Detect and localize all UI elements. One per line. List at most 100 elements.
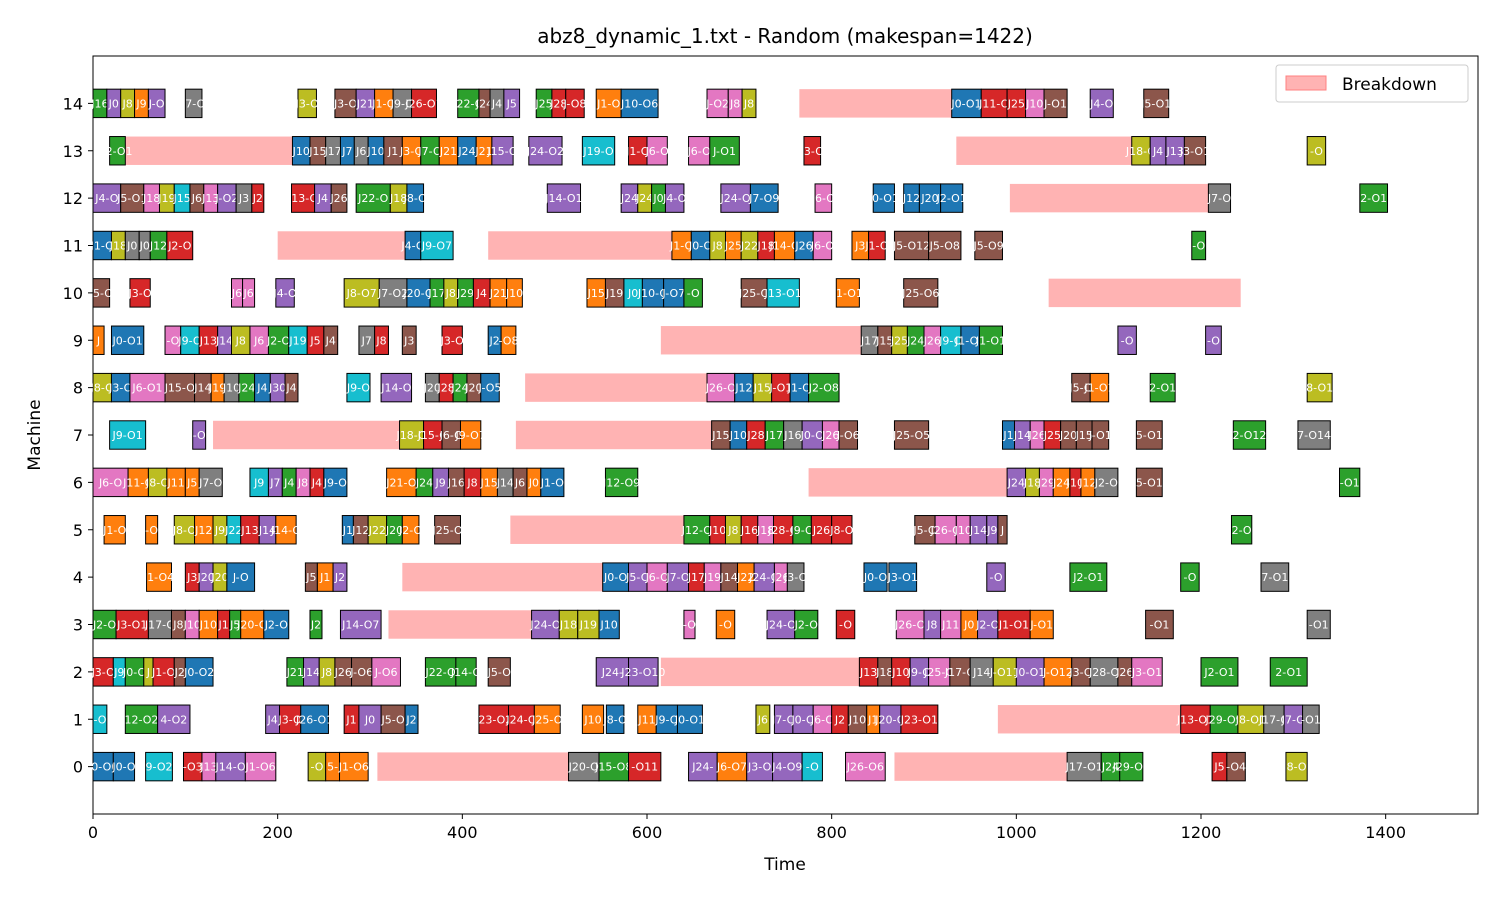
operation-bar	[1232, 420, 1267, 450]
operation-label: J5-O12	[892, 240, 930, 253]
operation-bar	[940, 183, 964, 213]
operation-label: J11	[637, 713, 655, 726]
operation-label: J4-O	[662, 192, 687, 205]
operation-label: J5-O	[487, 666, 512, 679]
operation-label: J9	[986, 524, 997, 537]
operation-label: J-O6	[349, 666, 373, 679]
operation-bar	[1091, 420, 1110, 450]
operation-label: J24-O	[505, 713, 537, 726]
operation-label: -O	[719, 619, 732, 632]
operation-label: 5-	[327, 761, 338, 774]
operation-bar	[406, 183, 425, 213]
operation-label: J0-O	[111, 761, 136, 774]
operation-label: J6	[253, 334, 264, 347]
y-tick-label: 0	[73, 758, 83, 777]
operation-label: J1-O	[102, 524, 127, 537]
operation-label: -O	[1121, 334, 1134, 347]
operation-label: J1	[387, 145, 398, 158]
operation-label: J9	[113, 666, 124, 679]
operation-bar	[664, 183, 685, 213]
operation-bar	[845, 751, 886, 782]
operation-bar	[478, 704, 510, 734]
operation-label: J6-O	[687, 145, 712, 158]
operation-bar	[715, 609, 736, 640]
operation-label: J13-O	[287, 192, 319, 205]
operation-label: -O	[990, 571, 1003, 584]
operation-bar	[1183, 136, 1207, 166]
operation-label: J28-O	[767, 524, 799, 537]
y-tick-label: 8	[73, 379, 83, 398]
operation-bar	[533, 704, 561, 734]
operation-label: J21	[356, 97, 374, 110]
operation-bar	[251, 183, 265, 213]
operation-label: J25	[724, 240, 742, 253]
operation-label: J7-O	[198, 476, 223, 489]
operation-label: J0-O	[800, 429, 825, 442]
operation-label: J17	[765, 429, 783, 442]
operation-bar	[978, 325, 1003, 355]
operation-label: J10	[1025, 97, 1043, 110]
operation-bar	[602, 562, 630, 592]
operation-bar	[595, 657, 630, 687]
operation-bar	[740, 278, 768, 308]
operation-bar	[868, 230, 886, 261]
operation-label: J25	[890, 334, 908, 347]
operation-label: J13	[1166, 145, 1184, 158]
operation-label: J4	[266, 713, 277, 726]
operation-label: J2-O	[167, 240, 192, 253]
operation-label: J0-O2	[183, 666, 214, 679]
operation-label: J14	[1013, 429, 1031, 442]
breakdown-bar	[1048, 278, 1241, 308]
operation-label: J0-O	[790, 713, 815, 726]
operation-label: J2	[489, 334, 500, 347]
operation-label: J24-O	[765, 619, 797, 632]
operation-label: J1-O	[90, 240, 115, 253]
operation-bar	[371, 657, 401, 687]
operation-label: J20	[196, 571, 214, 584]
breakdown-bar	[525, 373, 708, 402]
operation-label: -O	[1207, 334, 1220, 347]
operation-bar	[192, 420, 207, 450]
operation-label: -O	[687, 287, 700, 300]
operation-label: J1	[218, 619, 229, 632]
operation-bar	[1119, 751, 1144, 782]
operation-bar	[339, 609, 382, 640]
operation-label: J10	[222, 382, 240, 395]
x-tick-label: 200	[262, 823, 293, 842]
operation-label: J24	[635, 192, 653, 205]
operation-bar	[1143, 88, 1170, 119]
operation-bar	[323, 325, 339, 355]
breakdown-bar	[894, 752, 1068, 781]
operation-bar	[997, 515, 1008, 545]
operation-label: J1-O	[864, 240, 889, 253]
operation-label: J24-O	[720, 192, 752, 205]
operation-label: -O1	[1340, 476, 1360, 489]
operation-label: J0	[963, 619, 974, 632]
operation-label: J2-O1	[1072, 571, 1103, 584]
operation-label: J22	[736, 571, 754, 584]
operation-label: J-O2	[214, 192, 238, 205]
operation-label: J9-O1	[112, 429, 143, 442]
operation-label: J15	[875, 334, 893, 347]
operation-bar	[487, 657, 511, 687]
operation-label: J15	[753, 382, 771, 395]
operation-label: J0	[126, 240, 137, 253]
operation-label: J2-O	[398, 524, 423, 537]
operation-label: J2	[834, 713, 845, 726]
operation-label: J-O1	[712, 145, 736, 158]
operation-bar	[1230, 515, 1253, 545]
operation-label: J7	[361, 334, 372, 347]
operation-label: J4	[491, 97, 502, 110]
operation-label: J1-O	[625, 145, 650, 158]
operation-label: J8-O	[90, 382, 115, 395]
operation-label: J24	[475, 97, 493, 110]
operation-label: J14	[193, 382, 211, 395]
operation-label: J17-O	[144, 619, 176, 632]
operation-label: J-O8	[563, 97, 587, 110]
operation-label: J15	[308, 145, 326, 158]
operation-label: J25-O	[923, 666, 955, 679]
y-tick-label: 1	[73, 710, 83, 729]
operation-label: -O	[1183, 571, 1196, 584]
operation-label: -O	[310, 761, 323, 774]
operation-bar	[401, 325, 417, 355]
